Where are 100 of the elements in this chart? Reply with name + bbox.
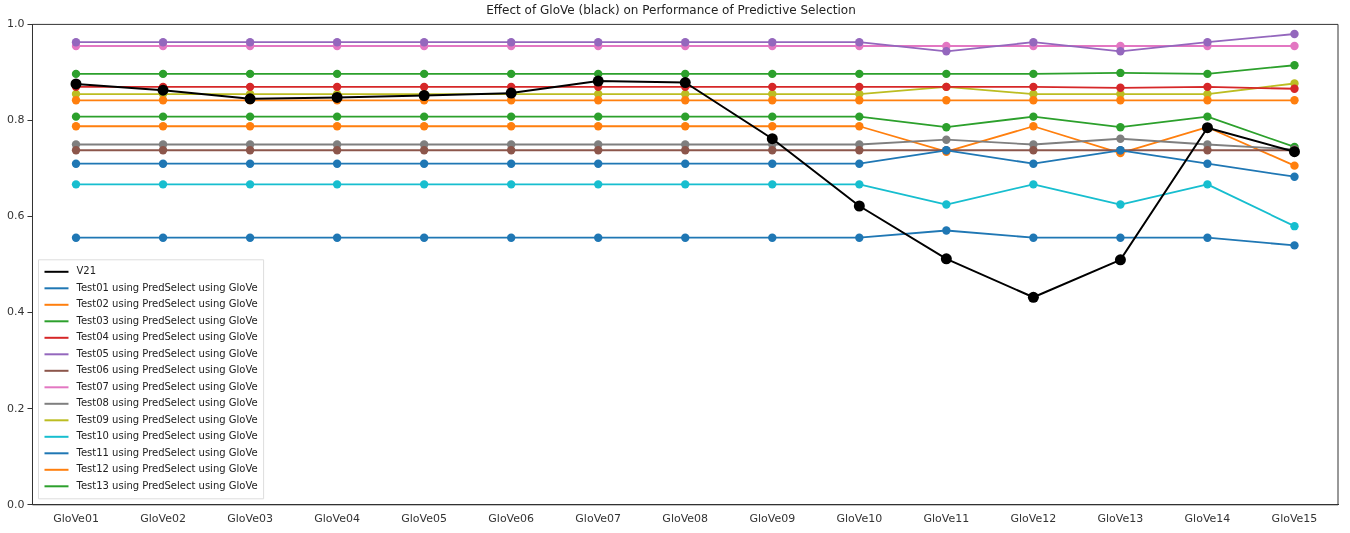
point xyxy=(71,146,81,155)
point xyxy=(1203,96,1212,105)
point xyxy=(332,82,342,92)
point xyxy=(158,112,168,121)
point xyxy=(1116,47,1125,56)
point xyxy=(506,112,516,121)
point xyxy=(1116,134,1125,143)
point xyxy=(1203,159,1212,168)
point xyxy=(768,233,777,242)
point xyxy=(768,159,777,168)
point xyxy=(855,112,864,121)
x-tick-label: GloVe10 xyxy=(836,512,883,526)
legend-label: Test13 using PredSelect using GloVe xyxy=(75,479,258,491)
point xyxy=(158,233,168,242)
point xyxy=(855,69,864,79)
point xyxy=(942,226,951,235)
legend-label: Test09 using PredSelect using GloVe xyxy=(75,413,258,425)
x-tick-label: GloVe02 xyxy=(140,512,186,526)
chart-title: Effect of GloVe (black) on Performance of Predictive Selection xyxy=(486,3,856,18)
point xyxy=(419,159,429,168)
point xyxy=(332,37,342,47)
point xyxy=(594,180,603,189)
point xyxy=(245,112,255,121)
point xyxy=(419,122,429,131)
point xyxy=(157,84,169,96)
point xyxy=(71,159,81,168)
point xyxy=(942,69,951,79)
point xyxy=(1203,112,1212,121)
point xyxy=(245,122,255,131)
point xyxy=(681,233,690,242)
point xyxy=(1116,83,1125,93)
point xyxy=(1203,37,1212,47)
point xyxy=(332,233,342,242)
point xyxy=(419,37,429,47)
x-tick-label: GloVe15 xyxy=(1271,512,1318,526)
point xyxy=(71,37,81,47)
legend-label: Test07 using PredSelect using GloVe xyxy=(75,380,258,392)
point xyxy=(71,180,81,189)
point xyxy=(855,37,864,47)
point xyxy=(1027,291,1039,303)
point xyxy=(594,233,603,242)
point xyxy=(1116,96,1125,105)
point xyxy=(855,146,864,155)
point xyxy=(71,69,81,79)
point xyxy=(506,37,516,47)
point xyxy=(70,78,82,90)
point xyxy=(331,91,343,103)
point xyxy=(768,146,777,155)
point xyxy=(419,233,429,242)
legend-label: Test03 using PredSelect using GloVe xyxy=(75,314,258,326)
point xyxy=(768,180,777,189)
point xyxy=(158,69,168,79)
point xyxy=(1029,122,1038,131)
legend-label: Test11 using PredSelect using GloVe xyxy=(75,446,258,458)
point xyxy=(158,159,168,168)
point xyxy=(158,37,168,47)
point xyxy=(940,253,952,265)
point xyxy=(245,159,255,168)
point xyxy=(1290,41,1299,51)
point xyxy=(419,146,429,155)
point xyxy=(158,180,168,189)
legend-label: Test01 using PredSelect using GloVe xyxy=(75,281,258,293)
point xyxy=(1203,69,1212,79)
point xyxy=(158,146,168,155)
point xyxy=(594,159,603,168)
point xyxy=(71,233,81,242)
point xyxy=(506,122,516,131)
x-tick-label: GloVe07 xyxy=(575,512,622,526)
point xyxy=(1290,29,1299,39)
point xyxy=(592,75,604,87)
x-tick-label: GloVe05 xyxy=(401,512,448,526)
point xyxy=(1203,180,1212,189)
point xyxy=(245,82,255,92)
point xyxy=(853,200,865,212)
point xyxy=(332,69,342,79)
x-tick-label: GloVe06 xyxy=(488,512,535,526)
point xyxy=(681,146,690,155)
point xyxy=(1029,180,1038,189)
point xyxy=(681,96,690,105)
point xyxy=(1203,146,1212,155)
point xyxy=(1290,84,1299,93)
point xyxy=(419,82,429,92)
legend-label: Test06 using PredSelect using GloVe xyxy=(75,364,258,376)
legend-label: Test02 using PredSelect using GloVe xyxy=(75,298,258,310)
point xyxy=(506,146,516,155)
point xyxy=(1290,96,1299,105)
point xyxy=(332,112,342,121)
point xyxy=(332,122,342,131)
point xyxy=(1029,82,1038,92)
point xyxy=(332,159,342,168)
point xyxy=(1290,161,1299,170)
point xyxy=(768,69,777,79)
point xyxy=(1290,241,1299,250)
point xyxy=(594,112,603,121)
point xyxy=(506,69,516,79)
point xyxy=(594,122,603,131)
point xyxy=(71,112,81,121)
point xyxy=(419,112,429,121)
point xyxy=(594,37,603,47)
point xyxy=(942,47,951,56)
